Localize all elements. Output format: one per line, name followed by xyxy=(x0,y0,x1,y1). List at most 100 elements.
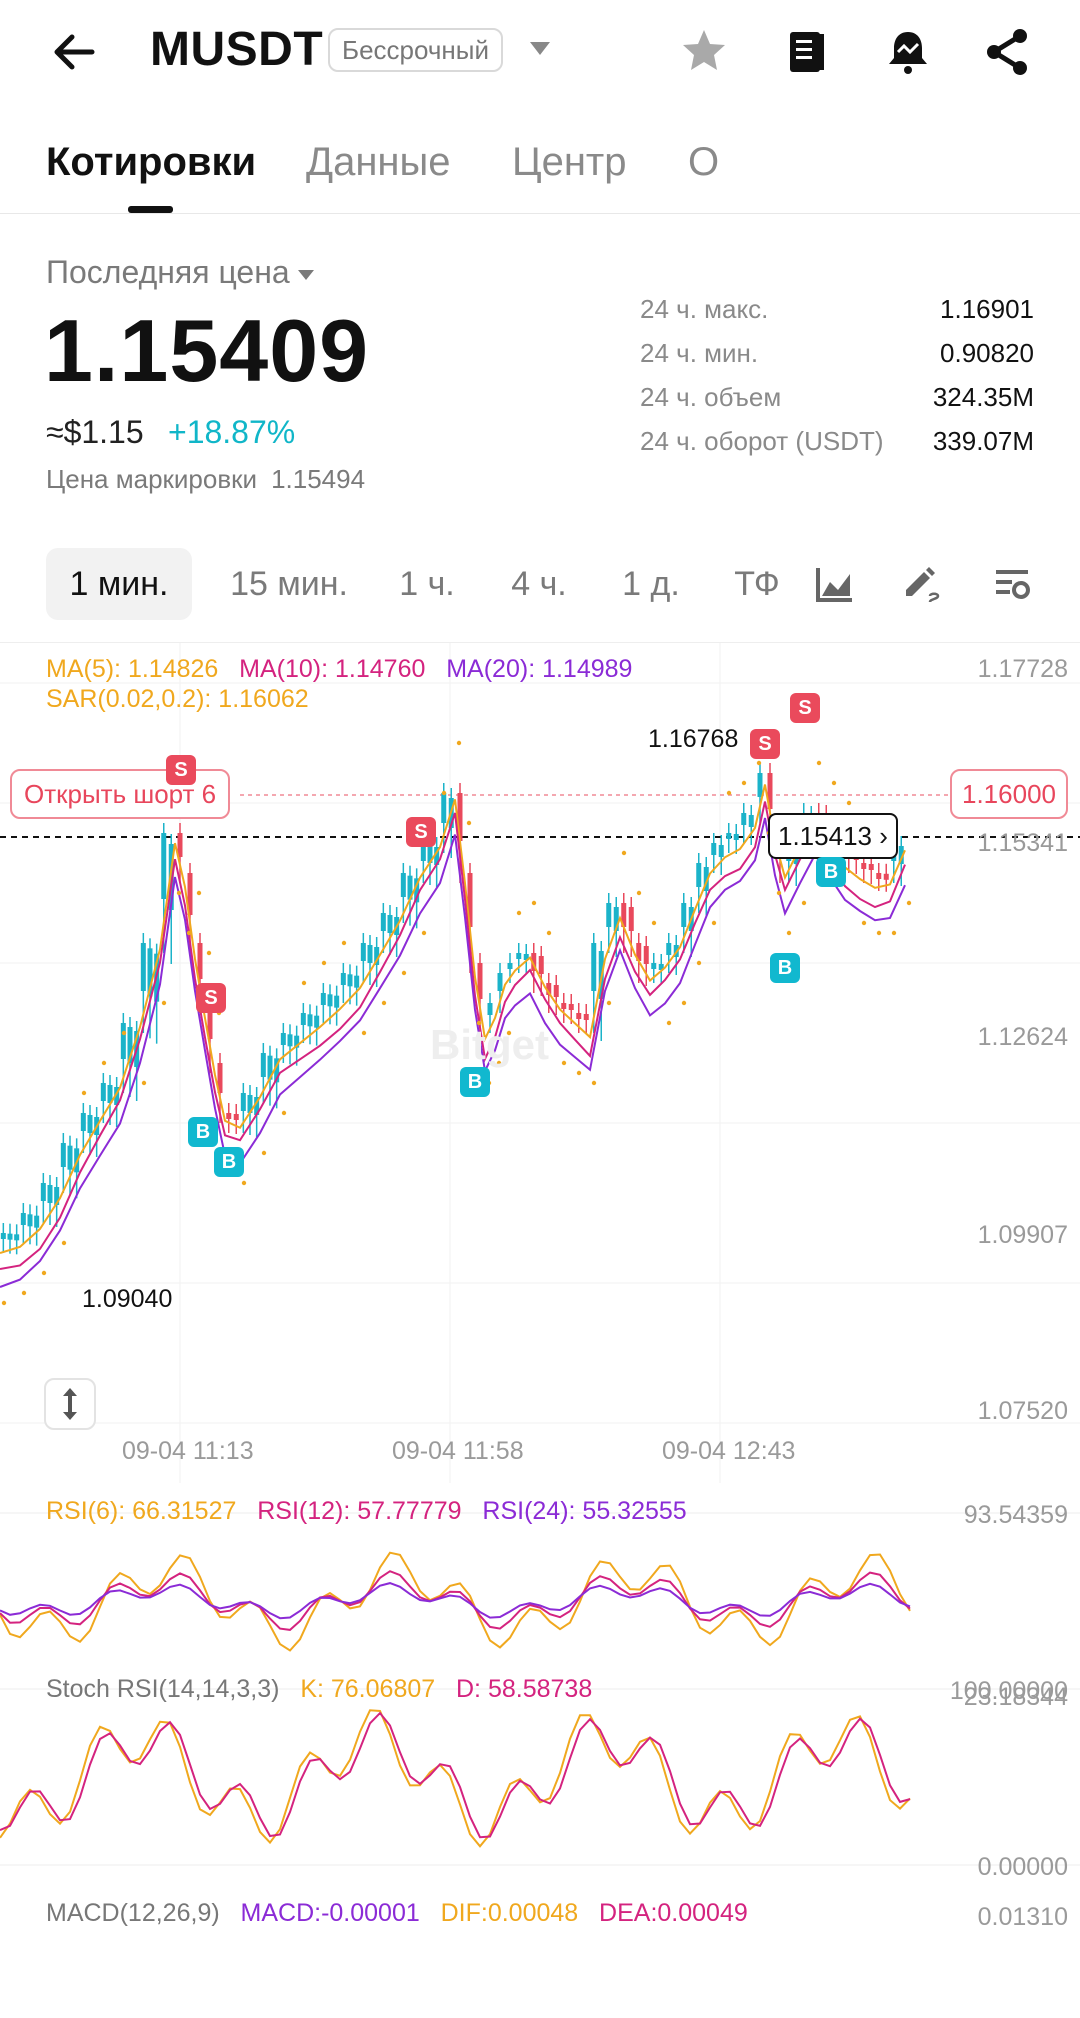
share-icon[interactable] xyxy=(980,24,1036,80)
sell-signal-marker: S xyxy=(406,817,436,847)
dea-value: DEA:0.00049 xyxy=(599,1899,748,1927)
chart-type-icon[interactable] xyxy=(812,562,856,606)
sar-dot xyxy=(81,1090,87,1096)
candle-body xyxy=(161,833,167,899)
candle-body xyxy=(67,1145,73,1170)
star-icon[interactable] xyxy=(676,24,732,80)
y-axis-label: 1.09907 xyxy=(977,1221,1068,1249)
candle-body xyxy=(621,903,627,927)
interval-1d[interactable]: 1 д. xyxy=(622,565,680,603)
candle-body xyxy=(516,953,522,959)
sar-dot xyxy=(101,1060,107,1066)
candle-body xyxy=(7,1233,13,1240)
stoch-d-value: D: 58.58738 xyxy=(456,1675,593,1703)
open-short-order-tag[interactable]: Открыть шорт 6 xyxy=(10,769,231,819)
y-axis-label: 1.07520 xyxy=(977,1397,1068,1425)
rsi12-value: RSI(12): 57.77779 xyxy=(257,1497,462,1525)
sar-dot xyxy=(891,930,897,936)
chevron-right-icon: › xyxy=(879,821,888,851)
ma10-value: MA(10): 1.14760 xyxy=(239,655,426,683)
indicator-settings-icon[interactable] xyxy=(990,562,1034,606)
interval-4h[interactable]: 4 ч. xyxy=(511,565,567,603)
timeframe-menu[interactable]: ТФ xyxy=(734,565,780,603)
last-price-selector[interactable]: Последняя цена xyxy=(46,254,314,291)
sar-dot xyxy=(561,1060,567,1066)
rsi12-line xyxy=(0,1570,911,1631)
back-arrow-icon[interactable] xyxy=(44,22,104,82)
interval-15m[interactable]: 15 мин. xyxy=(230,565,348,603)
sar-dot xyxy=(681,1000,687,1006)
candle-body xyxy=(240,1093,246,1111)
candle-body xyxy=(300,1013,306,1025)
sar-dot xyxy=(516,910,522,916)
sar-dot xyxy=(711,920,717,926)
candle-body xyxy=(636,943,642,961)
last-price-value: 1.15409 xyxy=(44,301,370,400)
sar-dot xyxy=(141,1080,147,1086)
interval-1h[interactable]: 1 ч. xyxy=(399,565,455,603)
sar-dot xyxy=(41,1270,47,1276)
candle-body xyxy=(100,1083,106,1101)
sar-dot xyxy=(161,1000,167,1006)
candle-body xyxy=(414,878,420,903)
sar-dot xyxy=(506,1030,512,1036)
y-axis-label: 1.17728 xyxy=(977,655,1068,683)
sar-dot xyxy=(321,960,327,966)
caret-down-icon xyxy=(297,269,314,280)
candle-body xyxy=(34,1215,40,1228)
stat-value: 0.90820 xyxy=(940,338,1034,368)
stoch-rsi-title: Stoch RSI(14,14,3,3) xyxy=(46,1675,280,1703)
candle-body xyxy=(380,913,386,931)
current-price-tag[interactable]: 1.15413 › xyxy=(768,813,898,859)
expand-chart-button[interactable] xyxy=(44,1378,96,1430)
stat-24h-volume: 24 ч. объем 324.35M xyxy=(640,382,1034,413)
candle-body xyxy=(696,863,702,887)
sar-dot xyxy=(401,970,407,976)
candle-body xyxy=(457,793,463,841)
stat-24h-turnover: 24 ч. оборот (USDT) 339.07M xyxy=(640,426,1034,457)
tab-center[interactable]: Центр xyxy=(512,140,627,184)
ma10-line xyxy=(0,801,906,1270)
sar-dot xyxy=(861,920,867,926)
candle-body xyxy=(628,907,634,931)
candle-body xyxy=(748,815,754,827)
usd-price: ≈$1.15 xyxy=(46,414,144,450)
tab-about[interactable]: О xyxy=(688,140,720,184)
stoch-axis-bottom: 0.00000 xyxy=(977,1853,1068,1881)
candle-body xyxy=(898,846,904,864)
kline-chart[interactable] xyxy=(0,643,1080,2018)
candle-body xyxy=(606,903,612,927)
sar-dot xyxy=(666,1020,672,1026)
candle-body xyxy=(651,963,657,969)
bitget-watermark: Bitget xyxy=(430,1021,549,1068)
candle-body xyxy=(207,1003,213,1039)
sar-dot xyxy=(831,780,837,786)
interval-1m[interactable]: 1 мин. xyxy=(46,548,192,620)
candle-body xyxy=(374,947,380,965)
notebook-icon[interactable] xyxy=(778,24,834,80)
sar-dot xyxy=(726,790,732,796)
order-price-tag: 1.16000 xyxy=(950,769,1068,819)
candle-body xyxy=(718,845,724,857)
stat-value: 339.07M xyxy=(932,426,1034,456)
candle-body xyxy=(531,953,537,971)
candle-body xyxy=(400,873,406,897)
chart-area[interactable]: Bitget MA(5): 1.14826 MA(10): 1.14760 MA… xyxy=(0,642,1080,2018)
symbol-title[interactable]: MUSDT xyxy=(150,23,324,76)
candle-body xyxy=(127,1027,133,1063)
candle-body xyxy=(314,1015,320,1028)
price-alert-bell-icon[interactable] xyxy=(880,24,936,80)
macd-axis-top: 0.01310 xyxy=(977,1903,1068,1931)
ma5-line xyxy=(0,784,906,1254)
chevron-down-icon[interactable] xyxy=(530,42,550,55)
tab-quotes[interactable]: Котировки xyxy=(46,140,257,184)
sar-dot xyxy=(846,800,852,806)
candle-body xyxy=(591,943,597,991)
y-axis-label: 1.15341 xyxy=(977,829,1068,857)
sar-dot xyxy=(186,930,192,936)
tab-data[interactable]: Данные xyxy=(306,140,451,184)
vertical-arrows-icon xyxy=(63,1388,77,1420)
drawing-tool-icon[interactable] xyxy=(898,562,942,606)
stoch-k-line xyxy=(0,1709,911,1848)
candle-body xyxy=(643,946,649,964)
